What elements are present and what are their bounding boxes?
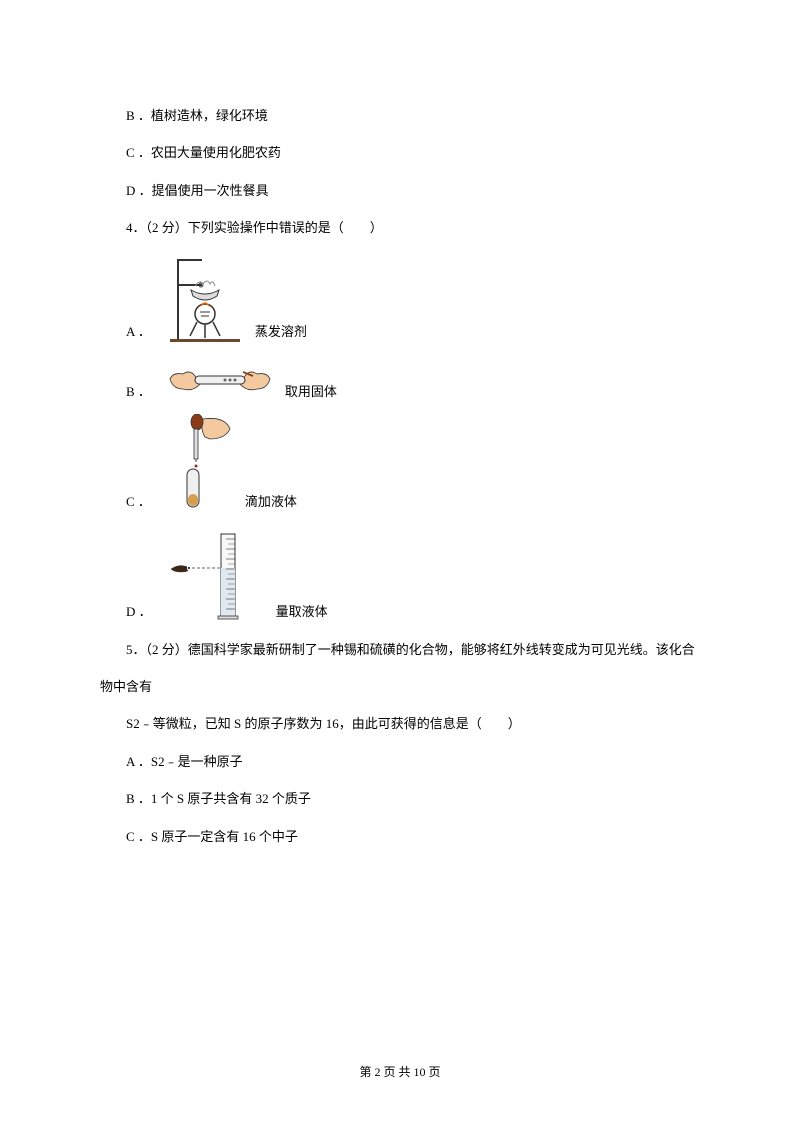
q5-line2: S2﹣等微粒，已知 S 的原子序数为 16，由此可获得的信息是（ ） [100,712,700,735]
page-content: B ．植树造林，绿化环境 C ．农田大量使用化肥农药 D ．提倡使用一次性餐具 … [0,0,800,902]
evaporation-icon [165,254,245,344]
q3-option-d: D ．提倡使用一次性餐具 [100,179,700,202]
q5-option-a: A ．S2﹣是一种原子 [100,750,700,773]
solid-handling-icon [165,354,275,404]
q4-option-c: C ． 滴加液体 [100,414,700,514]
q5-option-c: C ．S 原子一定含有 16 个中子 [100,825,700,848]
page-footer: 第 2 页 共 10 页 [0,1062,800,1084]
q4-c-text: 滴加液体 [245,490,297,513]
q4-d-text: 量取液体 [276,600,328,623]
q5-line1: 5．（2 分）德国科学家最新研制了一种锡和硫磺的化合物，能够将红外线转变成为可见… [100,638,700,661]
q4-option-d: D ． [100,524,700,624]
q5-line1-cont: 物中含有 [100,675,700,698]
q4-option-b: B ． 取用固体 [100,354,700,404]
q4-stem: 4．（2 分）下列实验操作中错误的是（ ） [100,216,700,239]
q4-a-text: 蒸发溶剂 [255,320,307,343]
q4-d-label: D ． [126,600,152,623]
q4-option-a: A ． 蒸发溶剂 [100,254,700,344]
dropper-icon [165,414,235,514]
q4-c-label: C ． [126,490,151,513]
q4-b-text: 取用固体 [285,380,337,403]
q3-option-b: B ．植树造林，绿化环境 [100,104,700,127]
q4-b-label: B ． [126,380,151,403]
measuring-icon [166,524,266,624]
q4-a-label: A ． [126,320,151,343]
q3-option-c: C ．农田大量使用化肥农药 [100,141,700,164]
q5-option-b: B ．1 个 S 原子共含有 32 个质子 [100,787,700,810]
